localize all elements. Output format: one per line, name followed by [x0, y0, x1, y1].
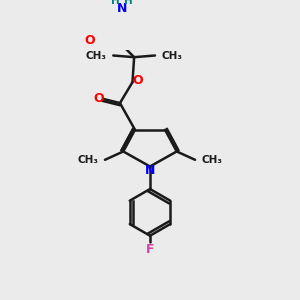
Text: O: O — [132, 74, 143, 87]
Text: N: N — [145, 164, 155, 177]
Text: F: F — [146, 243, 154, 256]
Text: CH₃: CH₃ — [85, 50, 106, 61]
Text: H: H — [111, 0, 119, 6]
Text: H: H — [124, 0, 133, 6]
Text: CH₃: CH₃ — [202, 155, 223, 165]
Text: CH₃: CH₃ — [162, 50, 183, 61]
Text: O: O — [85, 34, 95, 47]
Text: O: O — [93, 92, 104, 105]
Text: CH₃: CH₃ — [77, 155, 98, 165]
Text: N: N — [116, 2, 127, 15]
